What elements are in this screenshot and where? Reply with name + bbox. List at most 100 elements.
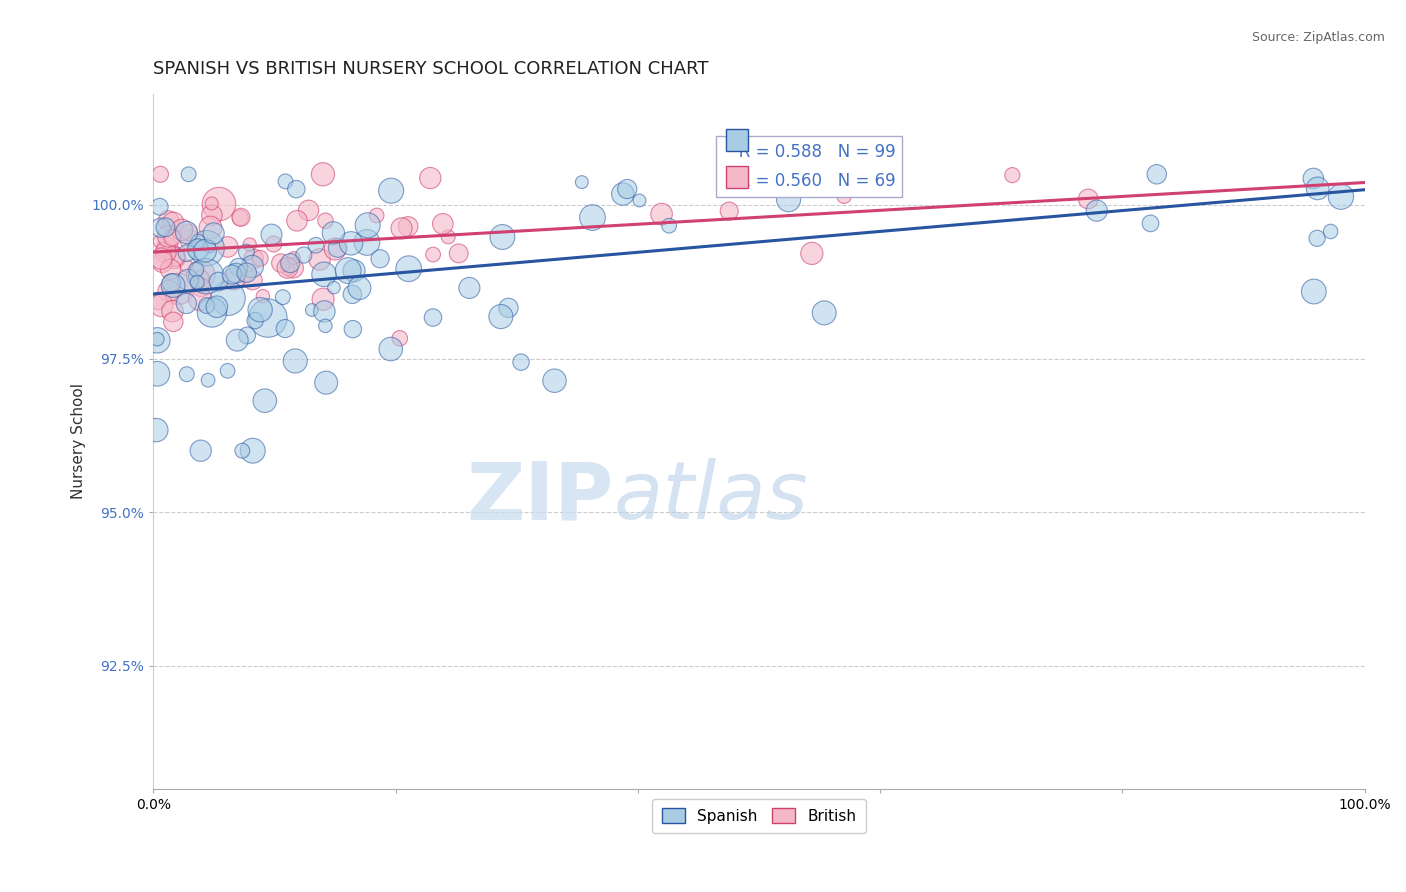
- Point: [170, 223, 193, 237]
- Point: [179, 233, 201, 247]
- Point: [283, 260, 305, 275]
- Point: [200, 220, 222, 235]
- Point: [195, 269, 218, 284]
- Point: [197, 373, 219, 387]
- Point: [422, 310, 444, 325]
- Point: [176, 246, 198, 260]
- Text: Source: ZipAtlas.com: Source: ZipAtlas.com: [1251, 31, 1385, 45]
- Point: [322, 280, 344, 294]
- Point: [194, 244, 217, 258]
- Point: [343, 264, 366, 278]
- Point: [312, 167, 335, 181]
- Point: [225, 266, 247, 280]
- Point: [285, 182, 308, 196]
- Point: [146, 332, 169, 346]
- Point: [149, 220, 172, 235]
- Text: atlas: atlas: [614, 458, 808, 536]
- Point: [201, 208, 224, 222]
- Point: [278, 256, 301, 270]
- Point: [157, 214, 180, 228]
- Point: [368, 252, 391, 266]
- Text: R = 0.588   N = 99
   R = 0.560   N = 69: R = 0.588 N = 99 R = 0.560 N = 69: [723, 143, 896, 190]
- Point: [285, 214, 308, 228]
- Point: [284, 354, 307, 368]
- Point: [239, 237, 262, 252]
- Point: [162, 304, 184, 318]
- Point: [195, 299, 218, 313]
- Point: [155, 245, 177, 260]
- Point: [195, 241, 218, 255]
- Point: [800, 246, 823, 260]
- Point: [242, 273, 264, 287]
- Point: [1319, 224, 1341, 238]
- Point: [217, 240, 239, 254]
- Point: [305, 238, 328, 252]
- Point: [226, 333, 249, 347]
- Point: [612, 187, 634, 202]
- Point: [616, 182, 638, 196]
- Point: [396, 219, 419, 234]
- Point: [236, 328, 259, 343]
- Point: [581, 211, 603, 225]
- Point: [447, 246, 470, 260]
- Point: [202, 227, 225, 241]
- Point: [208, 197, 231, 211]
- Point: [388, 331, 411, 345]
- Point: [1001, 168, 1024, 182]
- Point: [337, 263, 360, 277]
- Point: [235, 266, 257, 280]
- Point: [149, 200, 172, 214]
- Point: [176, 367, 198, 381]
- Point: [229, 211, 252, 225]
- Point: [145, 423, 167, 437]
- Point: [156, 241, 179, 255]
- Point: [1302, 171, 1324, 186]
- Point: [315, 376, 337, 390]
- Point: [260, 227, 283, 242]
- Point: [176, 226, 198, 240]
- Point: [276, 260, 298, 275]
- Point: [235, 267, 257, 281]
- Point: [159, 262, 181, 277]
- Point: [398, 261, 420, 276]
- Point: [201, 196, 224, 211]
- Point: [231, 443, 253, 458]
- Point: [240, 260, 263, 274]
- Point: [207, 275, 229, 289]
- Point: [162, 231, 184, 245]
- Point: [270, 256, 292, 270]
- Point: [437, 230, 460, 244]
- Point: [150, 255, 173, 269]
- Point: [157, 284, 180, 298]
- Point: [1139, 216, 1161, 230]
- Point: [778, 193, 800, 207]
- Point: [658, 219, 681, 233]
- Text: ZIP: ZIP: [467, 458, 614, 536]
- Point: [1306, 231, 1329, 245]
- Point: [832, 189, 855, 203]
- Point: [201, 305, 224, 319]
- Point: [342, 322, 364, 336]
- Point: [252, 289, 274, 303]
- Point: [314, 213, 336, 227]
- Point: [651, 207, 673, 221]
- Point: [1085, 203, 1108, 218]
- Point: [283, 251, 305, 265]
- Point: [391, 221, 413, 235]
- Point: [165, 250, 187, 264]
- Point: [205, 300, 228, 314]
- Point: [198, 240, 221, 254]
- Point: [1146, 167, 1168, 181]
- Point: [249, 252, 271, 266]
- Point: [458, 281, 481, 295]
- Point: [274, 174, 297, 188]
- Point: [190, 271, 212, 285]
- Point: [271, 290, 294, 304]
- Point: [489, 310, 512, 324]
- Point: [176, 296, 198, 310]
- Point: [326, 241, 349, 255]
- Point: [312, 292, 335, 306]
- Point: [167, 282, 190, 296]
- Point: [342, 287, 364, 301]
- Point: [813, 306, 835, 320]
